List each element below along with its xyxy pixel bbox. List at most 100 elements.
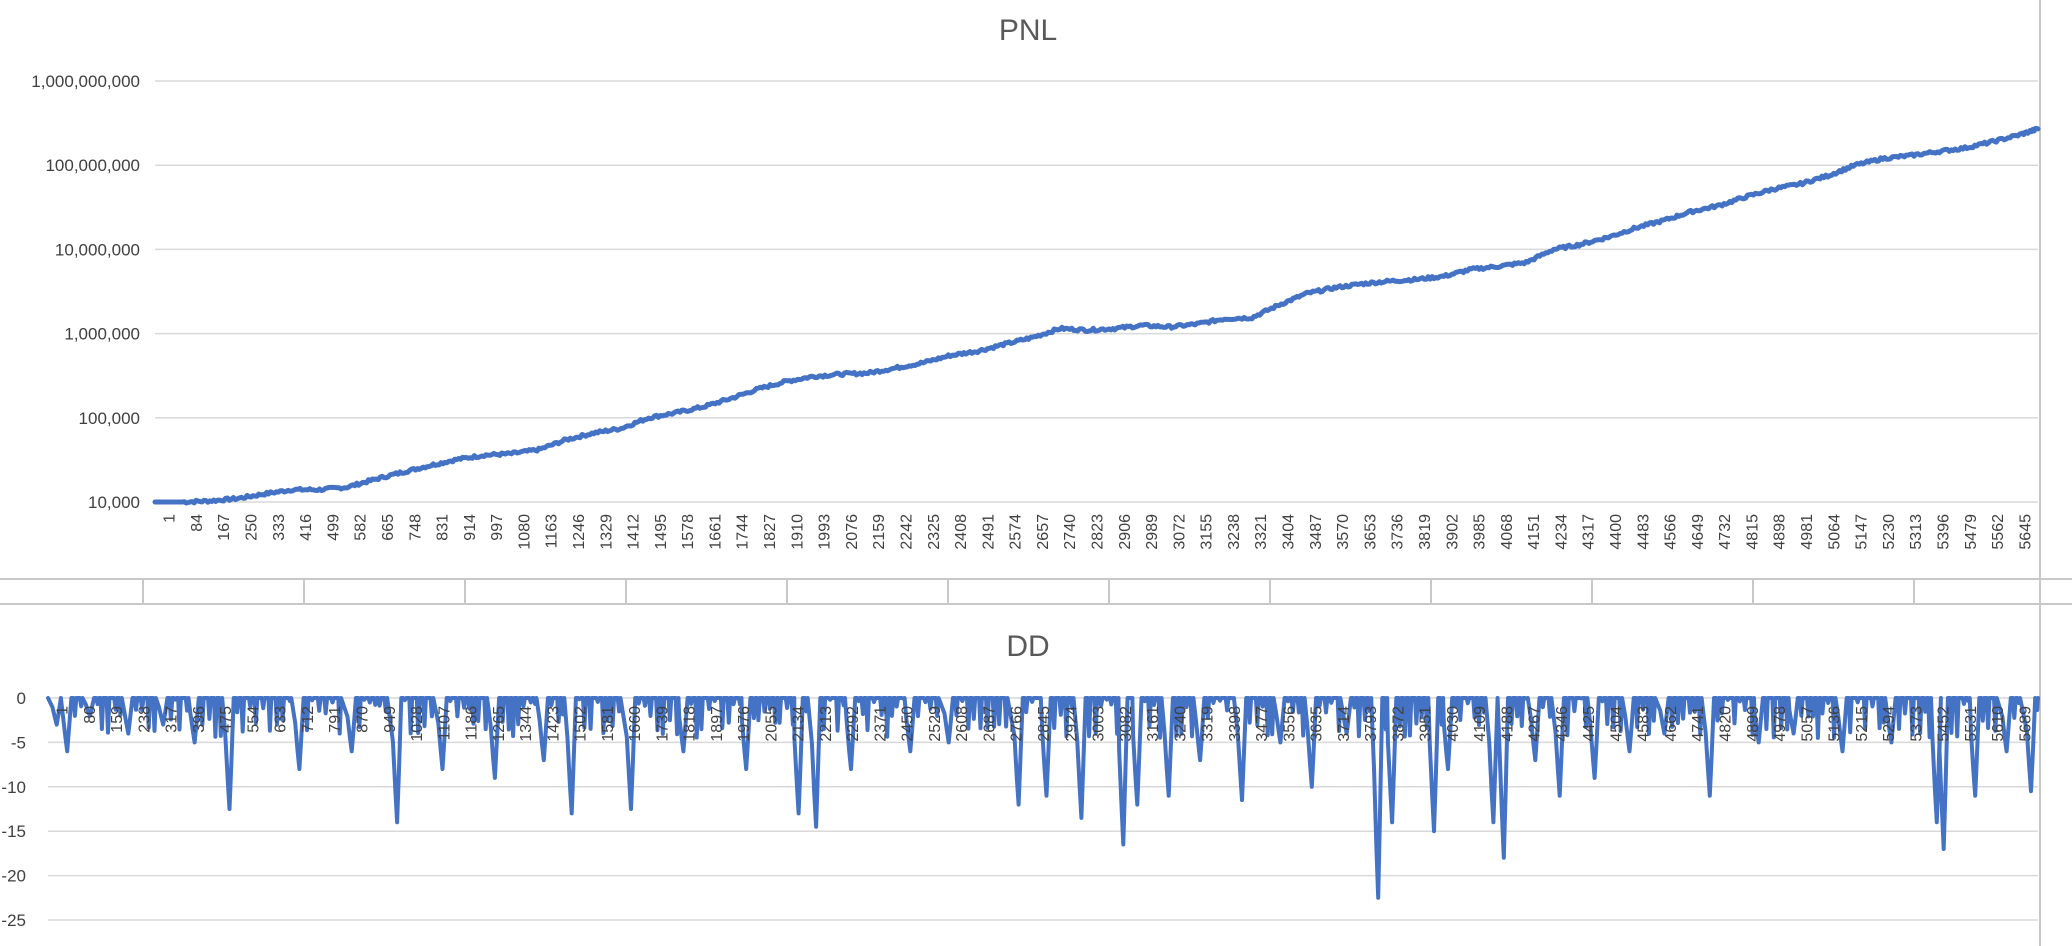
x-tick-label: 2823: [1090, 514, 1107, 550]
x-tick-label: 1976: [736, 706, 753, 742]
x-tick-label: 2906: [1117, 514, 1134, 550]
x-tick-label: 665: [380, 514, 397, 541]
x-tick-label: 238: [136, 706, 153, 733]
x-tick-label: 1739: [654, 706, 671, 742]
x-tick-label: 2989: [1144, 514, 1161, 550]
x-tick-label: 5147: [1854, 514, 1871, 550]
x-tick-label: 3635: [1309, 706, 1326, 742]
x-tick-label: 3240: [1172, 706, 1189, 742]
x-tick-label: 4030: [1445, 706, 1462, 742]
x-tick-label: 1186: [464, 706, 481, 741]
x-tick-label: 3321: [1253, 514, 1270, 550]
x-tick-label: 2657: [1035, 514, 1052, 550]
x-tick-label: 2325: [926, 514, 943, 550]
x-tick-label: 416: [298, 514, 315, 541]
x-tick-label: 748: [407, 514, 424, 541]
x-tick-label: 4109: [1472, 706, 1489, 742]
x-tick-label: 3714: [1336, 706, 1353, 742]
x-tick-label: 3793: [1363, 706, 1380, 742]
x-tick-label: 1910: [789, 514, 806, 550]
x-tick-label: 2766: [1009, 706, 1026, 742]
y-tick-label: 1,000,000: [64, 325, 140, 344]
x-tick-label: 2845: [1036, 706, 1053, 742]
x-tick-label: 1412: [626, 514, 643, 550]
y-tick-label: 100,000: [79, 409, 140, 428]
x-tick-label: 1080: [516, 514, 533, 550]
y-tick-label: -15: [1, 822, 26, 841]
x-tick-label: 167: [216, 514, 233, 541]
y-tick-label: 1,000,000,000: [31, 72, 140, 91]
x-tick-label: 1581: [600, 706, 617, 742]
x-tick-label: 4899: [1745, 706, 1762, 742]
x-tick-label: 870: [354, 706, 371, 733]
x-tick-label: 3082: [1118, 706, 1135, 742]
x-tick-label: 4741: [1690, 706, 1707, 742]
x-tick-label: 2371: [872, 706, 889, 742]
pnl-series-line: [152, 125, 2041, 506]
x-tick-label: 1827: [762, 514, 779, 550]
x-tick-label: 5064: [1826, 514, 1843, 550]
x-tick-label: 4346: [1554, 706, 1571, 742]
x-tick-label: 5396: [1935, 514, 1952, 550]
x-tick-label: 2242: [898, 514, 915, 550]
x-tick-label: 4483: [1635, 514, 1652, 550]
x-tick-label: 554: [245, 706, 262, 733]
x-tick-label: 1818: [682, 706, 699, 742]
x-tick-label: 1502: [573, 706, 590, 742]
x-tick-label: 4978: [1772, 706, 1789, 742]
x-tick-label: 80: [82, 706, 99, 724]
x-tick-label: 5689: [2017, 706, 2034, 742]
x-tick-label: 4267: [1527, 706, 1544, 742]
x-tick-label: 2292: [845, 706, 862, 742]
x-tick-label: 5136: [1827, 706, 1844, 742]
x-tick-label: 3003: [1091, 706, 1108, 742]
x-tick-label: 1265: [491, 706, 508, 742]
x-tick-label: 582: [353, 514, 370, 541]
y-tick-label: 10,000: [88, 493, 140, 512]
x-tick-label: 3487: [1308, 514, 1325, 550]
x-tick-label: 5215: [1854, 706, 1871, 742]
x-tick-label: 914: [462, 514, 479, 541]
x-tick-label: 5562: [1990, 514, 2007, 550]
y-tick-label: -5: [11, 733, 26, 752]
x-tick-label: 2450: [900, 706, 917, 742]
x-tick-label: 1329: [598, 514, 615, 550]
x-tick-label: 4583: [1636, 706, 1653, 742]
x-tick-label: 5057: [1799, 706, 1816, 742]
x-tick-label: 831: [435, 514, 452, 541]
x-tick-label: 1107: [436, 706, 453, 741]
x-tick-label: 712: [300, 706, 317, 733]
x-tick-label: 4662: [1663, 706, 1680, 742]
x-tick-label: 2408: [953, 514, 970, 550]
x-tick-label: 2213: [818, 706, 835, 742]
x-tick-label: 84: [189, 514, 206, 532]
x-tick-label: 1028: [409, 706, 426, 742]
x-tick-label: 4566: [1663, 514, 1680, 550]
x-tick-label: 3653: [1362, 514, 1379, 550]
x-tick-label: 1344: [518, 706, 535, 742]
x-tick-label: 2055: [763, 706, 780, 742]
x-tick-label: 2574: [1008, 514, 1025, 550]
x-tick-label: 5294: [1881, 706, 1898, 742]
x-tick-label: 3819: [1417, 514, 1434, 550]
x-tick-label: 5452: [1936, 706, 1953, 742]
x-tick-label: 4981: [1799, 514, 1816, 550]
x-tick-label: 499: [325, 514, 342, 541]
x-tick-label: 5313: [1908, 514, 1925, 550]
x-tick-label: 3398: [1227, 706, 1244, 742]
x-tick-label: 3161: [1145, 706, 1162, 742]
x-tick-label: 4151: [1526, 514, 1543, 550]
x-tick-label: 2924: [1063, 706, 1080, 742]
y-tick-label: -20: [1, 867, 26, 886]
x-tick-label: 1: [162, 514, 179, 523]
x-tick-label: 317: [164, 706, 181, 733]
x-tick-label: 1578: [680, 514, 697, 550]
x-tick-label: 2687: [981, 706, 998, 742]
x-tick-label: 3155: [1199, 514, 1216, 550]
x-tick-label: 5610: [1990, 706, 2007, 742]
x-tick-label: 4188: [1499, 706, 1516, 742]
y-tick-label: -25: [1, 911, 26, 930]
x-tick-label: 1993: [817, 514, 834, 550]
